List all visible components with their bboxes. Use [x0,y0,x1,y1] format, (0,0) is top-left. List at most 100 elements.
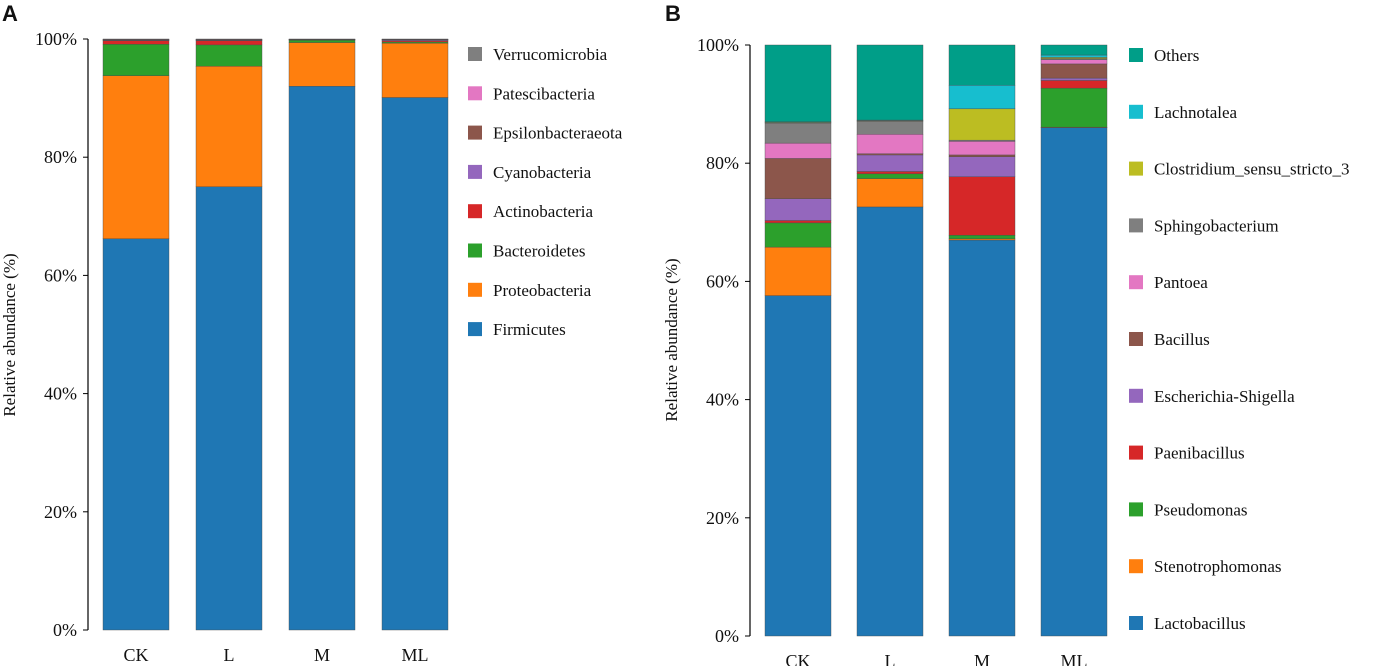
panel-a-bar-l-bacteroidetes [195,44,263,67]
panel-b-bar-m-clostridium-sensu-stricto-3 [948,108,1016,141]
panel-b-bar-ck-pantoea [764,142,832,159]
panel-b-bar-ml-escherichia-shigella [1040,77,1108,81]
panel-b-legend-label-stenotrophomonas: Stenotrophomonas [1154,557,1282,576]
panel-a-legend-swatch-bacteroidetes [468,243,482,258]
panel-a-legend-label-epsilonbacteraeota: Epsilonbacteraeota [493,124,623,143]
panel-b-bar-m-pantoea [948,141,1016,156]
panel-a-chart: A Relative abundance (%) 0% 20% 40% 60% 80% 1… [0,1,623,665]
panel-a-legend-label-actinobacteria: Actinobacteria [493,202,594,221]
panel-a-bar-m-firmicutes [288,86,356,631]
panel-b-legend-swatch-bacillus [1129,332,1143,346]
panel-b-bar-l-lactobacillus [856,206,924,637]
panel-a-legend-swatch-epsilonbacteraeota [468,125,482,140]
panel-b-letter: B [665,1,681,26]
panel-a-bar-ck-firmicutes [102,238,170,631]
panel-b-legend-label-paenibacillus: Paenibacillus [1154,444,1245,463]
panel-b-chart: B Relative abundance (%) 0% 20% 40% 60% 80% 1… [662,1,1350,666]
panel-a-legend-swatch-firmicutes [468,322,482,337]
panel-b-y-tick-label: 100% [697,35,739,55]
panel-a-x-tick-label-ck: CK [123,645,148,665]
panel-b-bar-ck-pseudomonas [764,222,832,248]
panel-b-y-tick-label: 0% [715,626,739,646]
panel-b-bar-m-pseudomonas [948,235,1016,240]
panel-a-bar-m-proteobacteria [288,42,356,87]
panel-a-legend-swatch-verrucomicrobia [468,47,482,61]
panel-a-bar-ml-proteobacteria [381,42,449,98]
panel-b-bar-m-bacillus [948,154,1016,157]
panel-b-bar-ml-bacillus [1040,63,1108,79]
panel-a-legend-label-cyanobacteria: Cyanobacteria [493,163,592,182]
panel-a-y-axis-title: Relative abundance (%) [0,253,19,416]
panel-b-legend-label-escherichia-shigella: Escherichia-Shigella [1154,387,1295,406]
panel-b-legend-swatch-clostridium-sensu-stricto-3 [1129,161,1143,176]
panel-b-bar-m-lachnotalea [948,84,1016,110]
panel-b-bar-l-others [856,44,924,121]
panel-a-legend-swatch-cyanobacteria [468,164,482,179]
panel-b-bar-l-escherichia-shigella [856,154,924,172]
panel-b-bar-ck-others [764,44,832,123]
panel-a-bar-ml-firmicutes [381,97,449,631]
panel-a-y-tick-label: 80% [44,147,77,167]
panel-b-bar-l-stenotrophomonas [856,178,924,208]
panel-b-legend-label-lactobacillus: Lactobacillus [1154,614,1246,633]
panel-b-bar-ck-lactobacillus [764,295,832,637]
panel-a-legend-swatch-patescibacteria [468,86,482,101]
panel-b-bar-l-pseudomonas [856,173,924,179]
panel-b-bar-ml-pseudomonas [1040,87,1108,128]
panel-a-legend-swatch-proteobacteria [468,282,482,297]
panel-a-legend-label-patescibacteria: Patescibacteria [493,84,595,103]
panel-b-y-tick-label: 20% [706,508,739,528]
panel-a-x-tick-label-ml: ML [402,645,429,665]
panel-a-x-tick-label-l: L [224,645,235,665]
panel-b-bar-m-lactobacillus [948,239,1016,637]
panel-b-bar-ck-escherichia-shigella [764,198,832,221]
panel-b-legend-swatch-pseudomonas [1129,502,1143,517]
panel-b-y-tick-label: 40% [706,390,739,410]
panel-b-bar-ml-others [1040,44,1108,56]
panel-b-bar-ck-paenibacillus [764,220,832,224]
panel-b-legend-label-clostridium-sensu-stricto-3: Clostridium_sensu_stricto_3 [1154,160,1350,179]
panel-a-x-tick-label-m: M [314,645,330,665]
panel-a-y-tick-label: 20% [44,502,77,522]
panel-b-legend-swatch-paenibacillus [1129,445,1143,460]
panel-a-bar-m-bacteroidetes [288,39,356,43]
panel-b-bar-m-paenibacillus [948,176,1016,236]
panel-b-legend-label-lachnotalea: Lachnotalea [1154,103,1238,122]
panel-a-bar-l-proteobacteria [195,65,263,187]
panel-a-y-tick-label: 60% [44,265,77,285]
panel-b-legend-swatch-stenotrophomonas [1129,559,1143,574]
panel-a-legend-label-verrucomicrobia: Verrucomicrobia [493,45,608,64]
panel-b-legend-swatch-escherichia-shigella [1129,388,1143,403]
panel-b-legend-label-pantoea: Pantoea [1154,273,1208,292]
panel-a-legend-label-firmicutes: Firmicutes [493,320,566,339]
panel-b-legend-label-sphingobacterium: Sphingobacterium [1154,216,1279,235]
panel-a-y-tick-label: 40% [44,384,77,404]
panel-a-bar-ck-bacteroidetes [102,44,170,76]
panel-b-x-tick-label-ml: ML [1061,651,1088,666]
panel-a-bar-l-actinobacteria [195,40,263,46]
panel-b-y-tick-label: 80% [706,153,739,173]
panel-b-bar-l-paenibacillus [856,171,924,175]
panel-a-legend-label-bacteroidetes: Bacteroidetes [493,242,586,261]
panel-b-bar-ck-bacillus [764,158,832,199]
panel-b-bar-l-pantoea [856,134,924,154]
panel-a-legend-label-proteobacteria: Proteobacteria [493,281,592,300]
panel-a-y-tick-label: 100% [35,29,77,49]
panel-b-bar-ml-lachnotalea [1040,54,1108,58]
panel-b-legend-swatch-lachnotalea [1129,104,1143,119]
panel-b-bar-ck-stenotrophomonas [764,246,832,296]
panel-a-legend-swatch-actinobacteria [468,204,482,219]
panel-b-bar-m-escherichia-shigella [948,156,1016,177]
panel-b-legend-swatch-sphingobacterium [1129,218,1143,233]
panel-b-legend-label-bacillus: Bacillus [1154,330,1210,349]
panel-a-bar-ck-actinobacteria [102,40,170,45]
panel-b-legend-label-pseudomonas: Pseudomonas [1154,500,1248,519]
panel-b-x-tick-label-l: L [885,651,896,666]
panel-a-bar-l-firmicutes [195,186,263,631]
panel-b-legend-swatch-lactobacillus [1129,616,1143,630]
panel-b-bar-ck-sphingobacterium [764,122,832,144]
panel-a-bar-ck-proteobacteria [102,75,170,239]
panel-b-bar-ml-paenibacillus [1040,80,1108,89]
panel-b-y-axis-title: Relative abundance (%) [662,258,681,421]
